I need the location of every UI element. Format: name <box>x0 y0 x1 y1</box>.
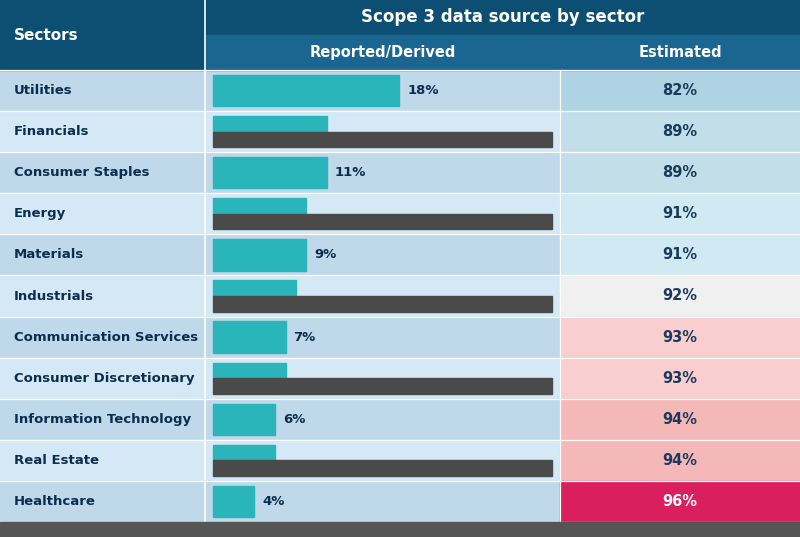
Bar <box>213 460 552 476</box>
Text: 82%: 82% <box>662 83 698 98</box>
Bar <box>213 362 286 378</box>
Text: 93%: 93% <box>662 330 698 345</box>
Text: 91%: 91% <box>662 206 698 221</box>
Bar <box>0 316 560 358</box>
Bar <box>0 481 560 522</box>
Bar <box>560 358 800 399</box>
Text: 91%: 91% <box>662 248 698 263</box>
Text: Estimated: Estimated <box>638 45 722 60</box>
Bar <box>213 116 327 132</box>
Bar <box>213 378 552 394</box>
Bar <box>213 322 286 353</box>
Text: 9%: 9% <box>314 249 337 262</box>
Bar <box>0 358 560 399</box>
Text: Energy: Energy <box>14 207 66 220</box>
Bar <box>560 316 800 358</box>
Text: 18%: 18% <box>407 84 439 97</box>
Text: Healthcare: Healthcare <box>14 495 96 508</box>
Bar <box>560 440 800 481</box>
Text: Industrials: Industrials <box>14 289 94 302</box>
Bar <box>213 486 254 517</box>
Text: 4%: 4% <box>262 495 285 508</box>
Text: 96%: 96% <box>662 494 698 509</box>
Text: Utilities: Utilities <box>14 84 73 97</box>
Bar <box>560 193 800 234</box>
Bar <box>560 152 800 193</box>
Bar <box>560 275 800 316</box>
Bar <box>213 296 552 311</box>
Text: Materials: Materials <box>14 249 84 262</box>
Text: Consumer Discretionary: Consumer Discretionary <box>14 372 194 384</box>
Bar <box>0 0 205 70</box>
Bar <box>0 234 560 275</box>
Text: 94%: 94% <box>662 453 698 468</box>
Bar <box>205 35 560 70</box>
Text: 93%: 93% <box>662 371 698 386</box>
Text: Reported/Derived: Reported/Derived <box>310 45 456 60</box>
Bar <box>0 152 560 193</box>
Text: 6%: 6% <box>283 413 306 426</box>
Text: 94%: 94% <box>662 412 698 427</box>
Bar <box>213 157 327 188</box>
Bar <box>0 111 560 152</box>
Bar <box>0 522 800 537</box>
Bar <box>560 70 800 111</box>
Text: Scope 3 data source by sector: Scope 3 data source by sector <box>361 9 644 26</box>
Bar <box>213 404 275 435</box>
Bar <box>560 35 800 70</box>
Bar <box>213 445 275 460</box>
Text: Consumer Staples: Consumer Staples <box>14 166 150 179</box>
Bar <box>213 198 306 214</box>
Text: Information Technology: Information Technology <box>14 413 191 426</box>
Text: 89%: 89% <box>662 165 698 180</box>
Bar <box>213 280 296 296</box>
Bar <box>560 481 800 522</box>
Bar <box>0 70 560 111</box>
Bar <box>0 399 560 440</box>
Text: 89%: 89% <box>662 124 698 139</box>
Bar <box>205 0 800 35</box>
Bar <box>213 240 306 271</box>
Text: 11%: 11% <box>335 166 366 179</box>
Text: Financials: Financials <box>14 125 90 138</box>
Bar <box>213 75 399 106</box>
Bar <box>0 193 560 234</box>
Bar <box>560 111 800 152</box>
Bar <box>213 214 552 229</box>
Bar <box>0 440 560 481</box>
Text: 92%: 92% <box>662 288 698 303</box>
Bar <box>560 234 800 275</box>
Text: 7%: 7% <box>294 331 316 344</box>
Bar <box>560 399 800 440</box>
Bar <box>213 132 552 147</box>
Text: Sectors: Sectors <box>14 27 78 42</box>
Text: Real Estate: Real Estate <box>14 454 99 467</box>
Text: Communication Services: Communication Services <box>14 331 198 344</box>
Bar <box>0 275 560 316</box>
